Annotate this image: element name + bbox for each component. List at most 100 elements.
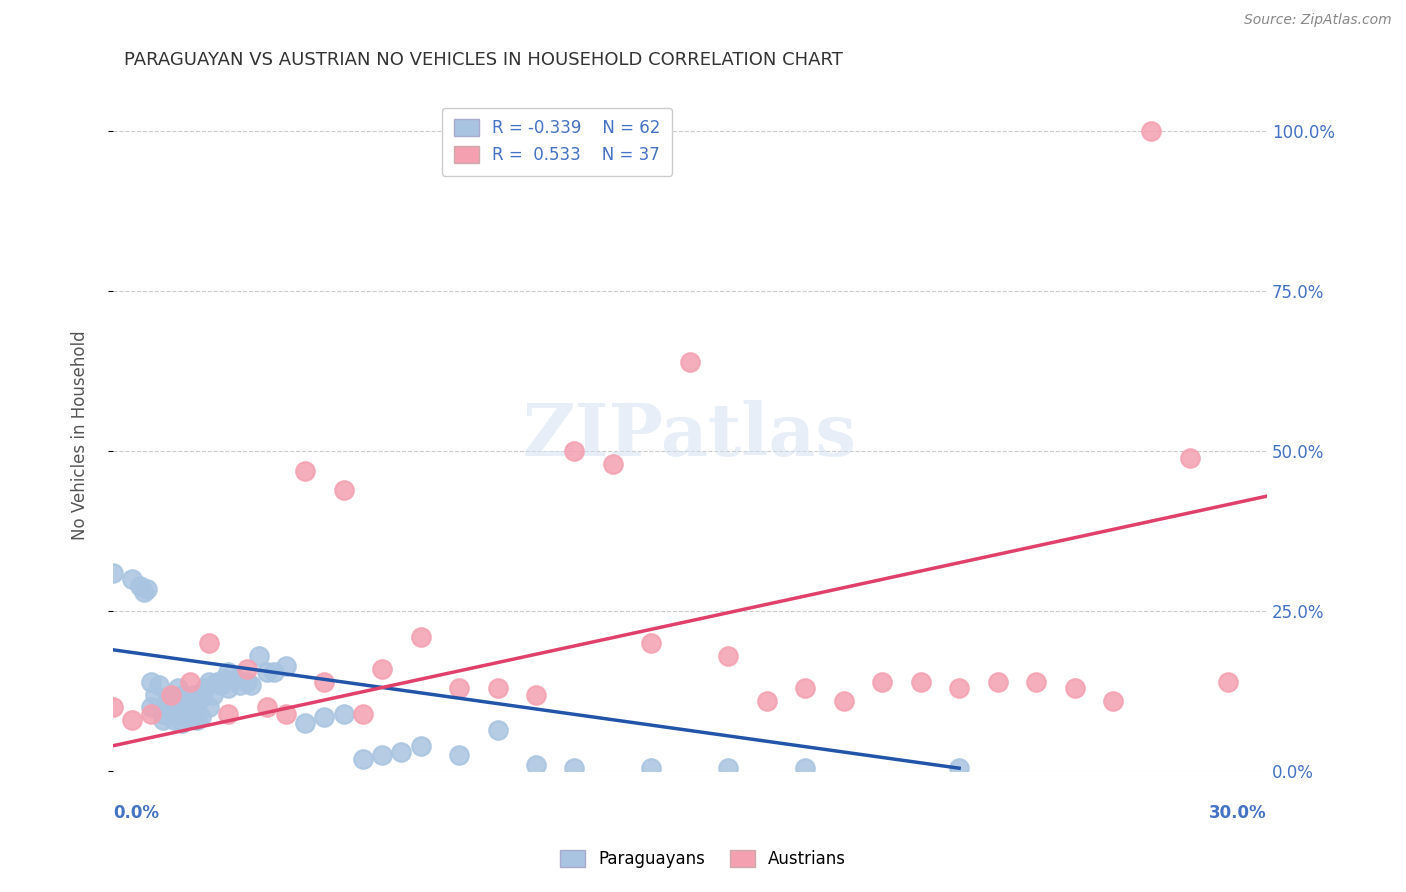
Point	[143, 688, 166, 702]
Point	[163, 713, 186, 727]
Point	[294, 464, 316, 478]
Point	[174, 700, 197, 714]
Text: 0.0%: 0.0%	[112, 805, 159, 822]
Point	[602, 457, 624, 471]
Point	[948, 761, 970, 775]
Point	[159, 697, 181, 711]
Legend: Paraguayans, Austrians: Paraguayans, Austrians	[553, 843, 853, 875]
Point	[141, 700, 163, 714]
Point	[174, 710, 197, 724]
Text: ZIPatlas: ZIPatlas	[523, 400, 856, 471]
Point	[172, 688, 194, 702]
Point	[217, 665, 239, 680]
Point	[449, 681, 471, 696]
Point	[183, 688, 205, 702]
Point	[371, 748, 394, 763]
Point	[179, 704, 201, 718]
Point	[524, 688, 547, 702]
Point	[190, 690, 212, 705]
Y-axis label: No Vehicles in Household: No Vehicles in Household	[72, 331, 89, 541]
Point	[132, 585, 155, 599]
Point	[755, 694, 778, 708]
Point	[1218, 674, 1240, 689]
Point	[794, 681, 817, 696]
Point	[186, 697, 208, 711]
Point	[1102, 694, 1125, 708]
Point	[274, 706, 297, 721]
Point	[332, 706, 354, 721]
Point	[240, 678, 263, 692]
Point	[167, 706, 190, 721]
Point	[256, 700, 278, 714]
Point	[1063, 681, 1085, 696]
Point	[449, 748, 471, 763]
Point	[564, 444, 586, 458]
Point	[256, 665, 278, 680]
Point	[141, 674, 163, 689]
Point	[794, 761, 817, 775]
Point	[486, 723, 509, 737]
Point	[159, 704, 181, 718]
Point	[332, 483, 354, 497]
Point	[141, 706, 163, 721]
Point	[121, 573, 143, 587]
Point	[217, 681, 239, 696]
Legend: R = -0.339    N = 62, R =  0.533    N = 37: R = -0.339 N = 62, R = 0.533 N = 37	[441, 108, 672, 176]
Point	[128, 579, 150, 593]
Point	[352, 706, 374, 721]
Point	[564, 761, 586, 775]
Point	[314, 674, 336, 689]
Point	[198, 636, 221, 650]
Point	[167, 681, 190, 696]
Point	[640, 636, 662, 650]
Point	[263, 665, 285, 680]
Point	[121, 713, 143, 727]
Point	[225, 672, 247, 686]
Point	[190, 710, 212, 724]
Point	[179, 694, 201, 708]
Point	[152, 713, 174, 727]
Point	[148, 678, 170, 692]
Point	[101, 566, 124, 580]
Point	[209, 678, 232, 692]
Point	[186, 713, 208, 727]
Point	[198, 700, 221, 714]
Point	[910, 674, 932, 689]
Point	[163, 690, 186, 705]
Point	[156, 694, 179, 708]
Point	[948, 681, 970, 696]
Text: PARAGUAYAN VS AUSTRIAN NO VEHICLES IN HOUSEHOLD CORRELATION CHART: PARAGUAYAN VS AUSTRIAN NO VEHICLES IN HO…	[124, 51, 844, 69]
Point	[352, 751, 374, 765]
Point	[371, 662, 394, 676]
Point	[194, 681, 217, 696]
Point	[1025, 674, 1047, 689]
Point	[183, 706, 205, 721]
Point	[205, 674, 228, 689]
Point	[172, 716, 194, 731]
Point	[236, 674, 259, 689]
Point	[717, 649, 740, 664]
Point	[236, 662, 259, 676]
Point	[274, 658, 297, 673]
Point	[1140, 124, 1163, 138]
Point	[832, 694, 855, 708]
Point	[159, 688, 181, 702]
Point	[1178, 450, 1201, 465]
Point	[524, 758, 547, 772]
Point	[229, 678, 252, 692]
Point	[717, 761, 740, 775]
Point	[409, 630, 432, 644]
Point	[136, 582, 159, 596]
Text: Source: ZipAtlas.com: Source: ZipAtlas.com	[1244, 13, 1392, 28]
Point	[409, 739, 432, 753]
Point	[389, 745, 412, 759]
Point	[294, 716, 316, 731]
Point	[870, 674, 893, 689]
Point	[214, 672, 236, 686]
Point	[179, 674, 201, 689]
Point	[679, 355, 702, 369]
Point	[486, 681, 509, 696]
Point	[152, 706, 174, 721]
Point	[247, 649, 270, 664]
Point	[201, 688, 224, 702]
